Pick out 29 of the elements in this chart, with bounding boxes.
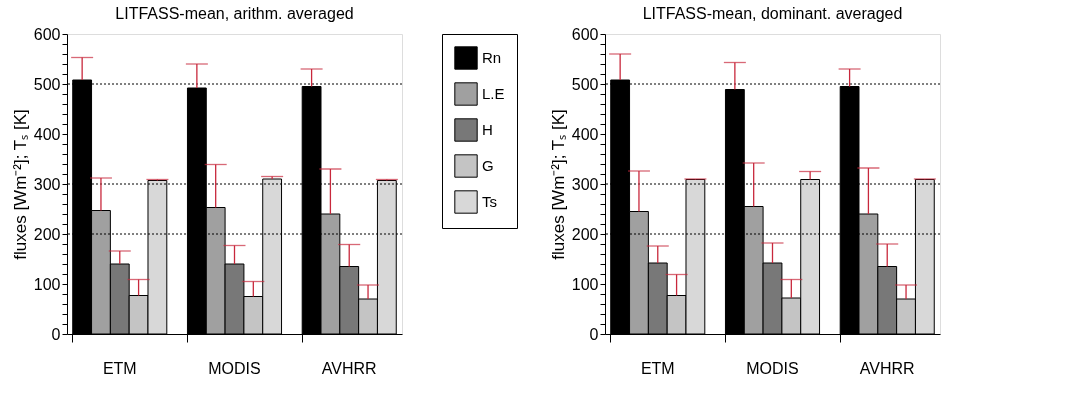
x-tick-label: MODIS [208, 359, 261, 377]
y-tick-label: 500 [33, 75, 61, 93]
y-tick-label: 300 [33, 175, 61, 193]
y-tick-label: 0 [51, 325, 61, 343]
chart-title: LITFASS-mean, arithm. averaged [115, 5, 354, 22]
legend-label: H [482, 121, 493, 138]
x-tick-label: ETM [640, 359, 675, 377]
x-tick-label: AVHRR [859, 359, 915, 377]
legend-label: L.E [482, 85, 505, 102]
legend-label: G [482, 157, 494, 174]
legend-label: Ts [482, 193, 497, 210]
y-tick-label: 300 [571, 175, 599, 193]
y-axis-title: fluxes [Wm⁻²]; Tₛ [K] [548, 109, 568, 260]
x-tick-label: AVHRR [321, 359, 377, 377]
y-axis-title: fluxes [Wm⁻²]; Tₛ [K] [10, 109, 30, 260]
y-tick-label: 500 [571, 75, 599, 93]
y-tick-label: 0 [589, 325, 599, 343]
y-tick-label: 100 [33, 275, 61, 293]
y-tick-label: 600 [571, 25, 599, 43]
chart-title: LITFASS-mean, dominant. averaged [642, 5, 903, 22]
y-tick-label: 100 [571, 275, 599, 293]
x-tick-label: ETM [102, 359, 137, 377]
y-tick-label: 200 [33, 225, 61, 243]
y-tick-label: 400 [571, 125, 599, 143]
y-tick-label: 600 [33, 25, 61, 43]
y-tick-label: 200 [571, 225, 599, 243]
x-tick-label: MODIS [746, 359, 799, 377]
y-tick-label: 400 [33, 125, 61, 143]
legend-label: Rn [482, 49, 502, 66]
